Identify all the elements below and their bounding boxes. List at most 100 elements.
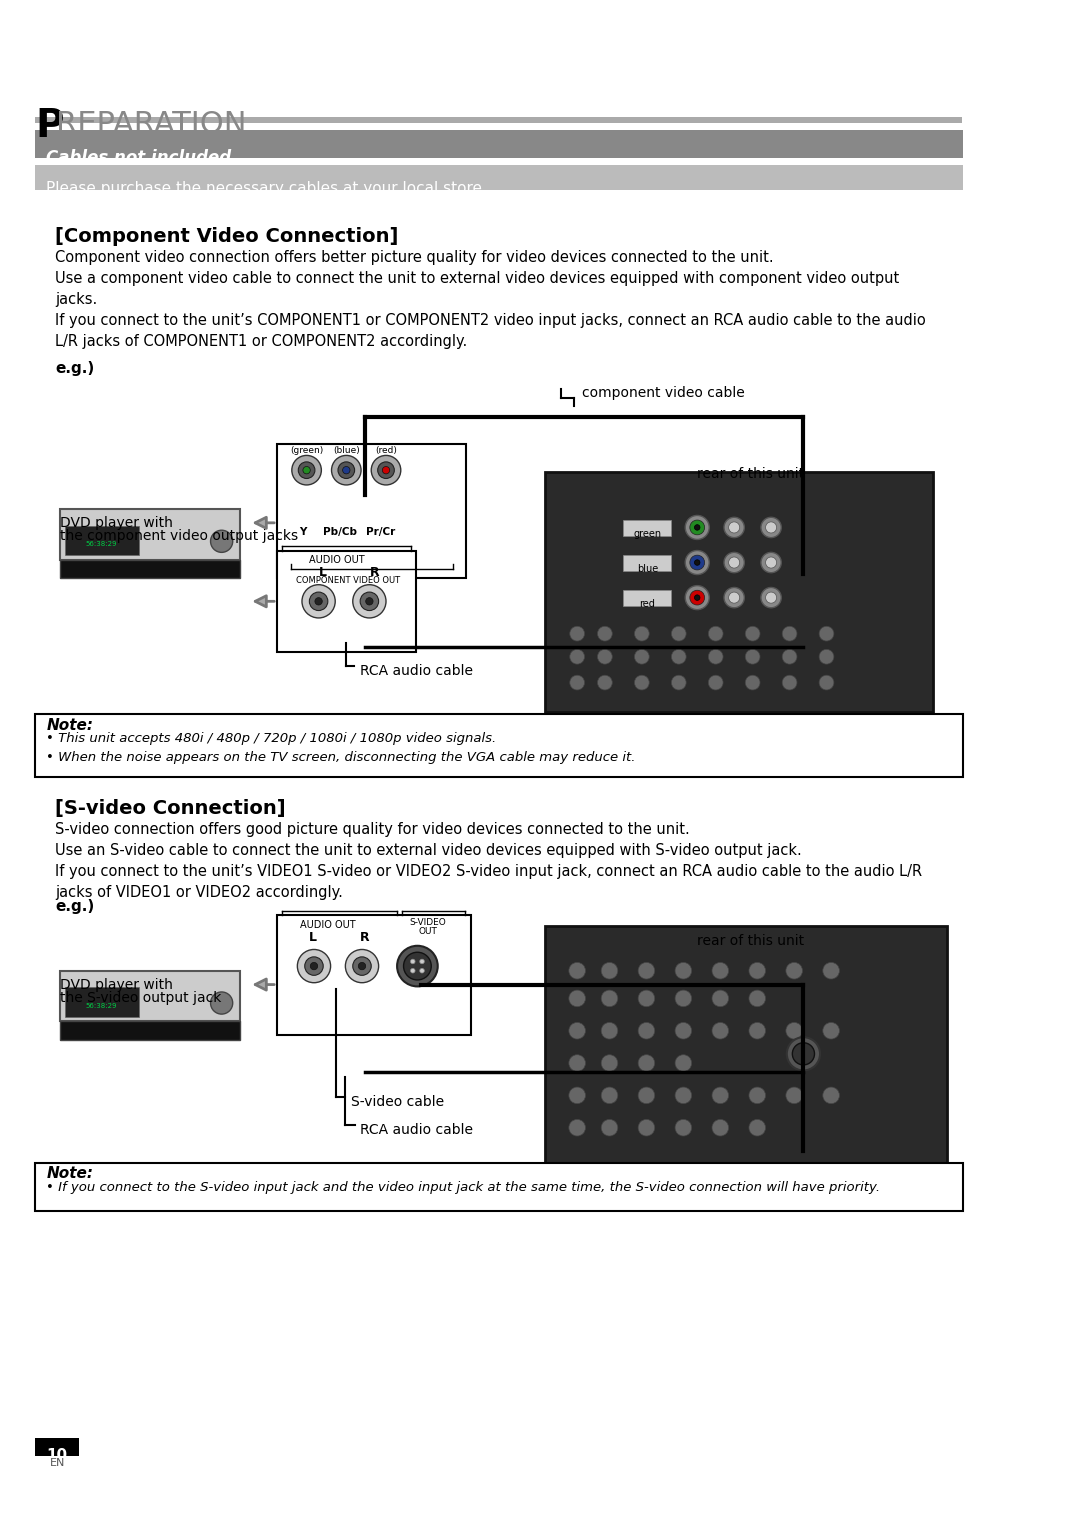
Text: [S-video Connection]: [S-video Connection] <box>55 800 286 818</box>
Circle shape <box>675 1087 691 1103</box>
Circle shape <box>634 626 649 641</box>
Text: Pb/Cb: Pb/Cb <box>323 528 356 537</box>
Circle shape <box>694 560 700 565</box>
Circle shape <box>404 952 431 980</box>
FancyBboxPatch shape <box>623 555 672 571</box>
FancyBboxPatch shape <box>35 1437 80 1456</box>
Circle shape <box>353 957 372 975</box>
Circle shape <box>569 1087 585 1103</box>
Circle shape <box>638 1022 654 1039</box>
Circle shape <box>690 555 704 569</box>
FancyBboxPatch shape <box>60 971 240 1021</box>
Circle shape <box>823 963 839 980</box>
FancyBboxPatch shape <box>60 560 240 578</box>
Circle shape <box>819 650 834 664</box>
Circle shape <box>602 1054 618 1071</box>
Text: the S-video output jack: the S-video output jack <box>60 990 221 1006</box>
Text: S-video connection offers good picture quality for video devices connected to th: S-video connection offers good picture q… <box>55 823 922 900</box>
Circle shape <box>786 963 802 980</box>
Circle shape <box>353 584 386 618</box>
Text: Note:: Note: <box>46 717 93 732</box>
Circle shape <box>597 674 612 690</box>
Text: OUT: OUT <box>418 928 437 937</box>
Circle shape <box>748 1120 766 1135</box>
Text: Cables not included.: Cables not included. <box>46 150 238 166</box>
Circle shape <box>675 1120 691 1135</box>
Circle shape <box>638 1054 654 1071</box>
Circle shape <box>597 650 612 664</box>
FancyBboxPatch shape <box>623 591 672 606</box>
Circle shape <box>786 1022 802 1039</box>
FancyBboxPatch shape <box>60 1021 240 1039</box>
Circle shape <box>397 946 437 986</box>
Circle shape <box>786 1087 802 1103</box>
Circle shape <box>748 1022 766 1039</box>
Circle shape <box>569 1120 585 1135</box>
Circle shape <box>569 1054 585 1071</box>
Text: AUDIO OUT: AUDIO OUT <box>300 920 355 929</box>
Text: REPARATION: REPARATION <box>56 110 247 139</box>
Circle shape <box>382 467 390 475</box>
Circle shape <box>298 462 315 479</box>
Circle shape <box>420 969 424 974</box>
Circle shape <box>570 626 584 641</box>
Circle shape <box>570 674 584 690</box>
Circle shape <box>729 557 740 568</box>
Circle shape <box>297 949 330 983</box>
Text: Component video connection offers better picture quality for video devices conne: Component video connection offers better… <box>55 250 927 349</box>
Text: EN: EN <box>50 1459 65 1468</box>
Circle shape <box>761 588 781 607</box>
Circle shape <box>675 1054 691 1071</box>
FancyBboxPatch shape <box>544 926 946 1190</box>
Text: blue: blue <box>637 565 658 574</box>
Circle shape <box>338 462 354 479</box>
FancyBboxPatch shape <box>60 510 240 560</box>
Circle shape <box>372 455 401 485</box>
Circle shape <box>359 963 366 971</box>
Circle shape <box>745 674 760 690</box>
FancyBboxPatch shape <box>278 916 471 1035</box>
Circle shape <box>782 626 797 641</box>
Text: (blue): (blue) <box>333 446 360 455</box>
Circle shape <box>708 650 724 664</box>
Circle shape <box>748 963 766 980</box>
Text: component video cable: component video cable <box>582 386 744 400</box>
Circle shape <box>690 520 704 534</box>
Circle shape <box>708 674 724 690</box>
Circle shape <box>638 990 654 1007</box>
Text: DVD player with: DVD player with <box>60 516 173 531</box>
Circle shape <box>694 525 700 530</box>
Circle shape <box>745 650 760 664</box>
FancyBboxPatch shape <box>35 1163 963 1210</box>
Circle shape <box>602 990 618 1007</box>
Circle shape <box>823 1087 839 1103</box>
Circle shape <box>712 1087 729 1103</box>
Circle shape <box>712 1120 729 1135</box>
Text: red: red <box>639 600 656 609</box>
Circle shape <box>302 467 310 475</box>
Text: COMPONENT VIDEO OUT: COMPONENT VIDEO OUT <box>296 577 400 586</box>
Circle shape <box>748 990 766 1007</box>
Circle shape <box>690 591 704 604</box>
Circle shape <box>602 1087 618 1103</box>
Circle shape <box>675 990 691 1007</box>
Circle shape <box>569 1022 585 1039</box>
Text: L: L <box>309 931 318 945</box>
Circle shape <box>819 626 834 641</box>
Text: Y: Y <box>299 528 307 537</box>
Text: 10: 10 <box>46 1448 68 1463</box>
Circle shape <box>724 517 744 537</box>
Text: RCA audio cable: RCA audio cable <box>360 664 473 678</box>
Circle shape <box>310 963 318 971</box>
Text: R: R <box>369 566 379 580</box>
Text: [Component Video Connection]: [Component Video Connection] <box>55 227 399 246</box>
FancyBboxPatch shape <box>35 714 963 777</box>
Text: 56:38:29: 56:38:29 <box>85 542 118 548</box>
Text: (red): (red) <box>375 446 397 455</box>
Circle shape <box>292 455 322 485</box>
Circle shape <box>766 557 777 568</box>
Circle shape <box>309 592 328 610</box>
Text: RCA audio cable: RCA audio cable <box>360 1123 473 1137</box>
Text: green: green <box>633 530 661 539</box>
Circle shape <box>602 963 618 980</box>
